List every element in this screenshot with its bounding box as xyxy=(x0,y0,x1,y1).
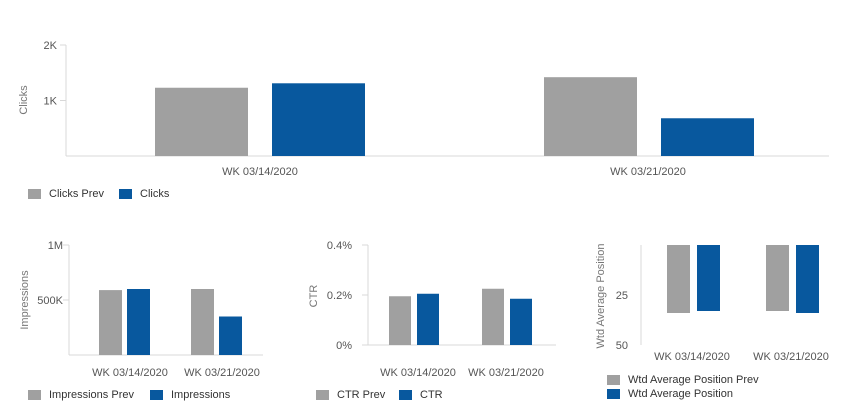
legend-label: Wtd Average Position xyxy=(628,388,733,400)
ctr-legend-item[interactable]: CTR Prev xyxy=(316,389,385,401)
position-bar-prev-1 xyxy=(766,245,789,311)
impressions-bar-prev-0 xyxy=(99,290,122,355)
impressions-bar-current-1 xyxy=(219,316,242,355)
impressions-x-tick-label: WK 03/21/2020 xyxy=(184,367,260,379)
ctr-bar-prev-0 xyxy=(389,296,411,345)
legend-swatch xyxy=(28,189,41,199)
clicks-y-tick-label: 2K xyxy=(44,40,58,52)
legend-label: Impressions Prev xyxy=(49,389,134,401)
clicks-x-tick-label: WK 03/21/2020 xyxy=(610,166,686,178)
ctr-x-tick-label: WK 03/14/2020 xyxy=(380,367,456,379)
impressions-bar-current-0 xyxy=(127,289,150,355)
position-x-tick-label: WK 03/14/2020 xyxy=(654,351,730,363)
clicks-y-tick-label: 1K xyxy=(44,96,58,108)
legend-label: Impressions xyxy=(171,389,231,401)
position-bar-current-1 xyxy=(796,245,819,313)
legend-label: CTR xyxy=(420,389,443,401)
clicks-x-tick-label: WK 03/14/2020 xyxy=(222,166,298,178)
legend-label: Clicks Prev xyxy=(49,188,105,200)
legend-swatch xyxy=(150,390,163,400)
impressions-legend-item[interactable]: Impressions xyxy=(150,389,230,401)
impressions-y-axis-label: Impressions xyxy=(19,270,31,330)
impressions-x-tick-label: WK 03/14/2020 xyxy=(92,367,168,379)
clicks-legend-item[interactable]: Clicks Prev xyxy=(28,188,104,200)
legend-swatch xyxy=(399,390,412,400)
position-bar-current-0 xyxy=(697,245,720,311)
legend-label: Wtd Average Position Prev xyxy=(628,374,759,386)
clicks-bar-current-1 xyxy=(661,118,754,156)
position-y-tick-label: 50 xyxy=(616,340,628,352)
ctr-legend-item[interactable]: CTR xyxy=(399,389,443,401)
position-x-tick-label: WK 03/21/2020 xyxy=(753,351,829,363)
ctr-y-tick-label: 0% xyxy=(336,340,352,352)
position-y-axis-label: Wtd Average Position xyxy=(595,244,607,349)
clicks-legend-item[interactable]: Clicks xyxy=(119,188,169,200)
ctr-x-tick-label: WK 03/21/2020 xyxy=(468,367,544,379)
impressions-legend-item[interactable]: Impressions Prev xyxy=(28,389,134,401)
ctr-bar-current-0 xyxy=(417,293,439,345)
clicks-bar-prev-0 xyxy=(155,87,248,156)
legend-label: CTR Prev xyxy=(337,389,386,401)
position-bar-prev-0 xyxy=(667,245,690,313)
legend-swatch xyxy=(607,375,620,385)
legend-label: Clicks xyxy=(140,188,170,200)
legend-swatch xyxy=(607,389,620,399)
impressions-y-tick-label: 1M xyxy=(48,240,63,252)
legend-swatch xyxy=(316,390,329,400)
ctr-bar-current-1 xyxy=(510,298,532,345)
ctr-y-tick-label: 0.2% xyxy=(327,290,352,302)
clicks-bar-current-0 xyxy=(272,83,365,156)
impressions-y-tick-label: 500K xyxy=(37,295,63,307)
position-legend-item[interactable]: Wtd Average Position Prev xyxy=(607,374,759,386)
ctr-y-axis-label: CTR xyxy=(308,285,320,308)
ctr-y-tick-label: 0.4% xyxy=(327,240,352,252)
legend-swatch xyxy=(119,189,132,199)
position-y-tick-label: 25 xyxy=(616,290,628,302)
impressions-bar-prev-1 xyxy=(191,289,214,355)
clicks-bar-prev-1 xyxy=(544,77,637,156)
legend-swatch xyxy=(28,390,41,400)
clicks-y-axis-label: Clicks xyxy=(18,85,30,115)
position-legend-item[interactable]: Wtd Average Position xyxy=(607,388,733,400)
ctr-bar-prev-1 xyxy=(482,288,504,345)
